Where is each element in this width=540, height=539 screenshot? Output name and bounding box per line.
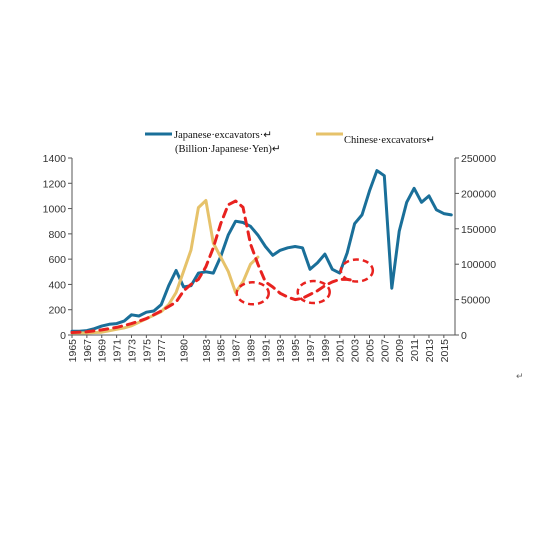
x-tick-label: 1987 xyxy=(231,339,243,363)
x-tick-label: 2015 xyxy=(439,339,451,363)
x-tick-label: 1971 xyxy=(112,339,124,363)
x-tick-label: 2013 xyxy=(424,339,436,363)
annotation-ellipse xyxy=(235,281,270,306)
left-tick-label: 600 xyxy=(48,254,66,266)
x-tick-label: 1980 xyxy=(179,339,191,363)
right-tick-label: 200000 xyxy=(461,188,496,200)
left-tick-label: 200 xyxy=(48,305,66,317)
x-tick-label: 1975 xyxy=(141,339,153,363)
x-tick-label: 1983 xyxy=(201,339,213,363)
annotations xyxy=(235,258,375,306)
left-tick-label: 1200 xyxy=(43,178,67,190)
x-tick-label: 1991 xyxy=(260,339,272,363)
japanese-excavators-line xyxy=(70,169,453,333)
right-tick-label: 250000 xyxy=(461,153,496,165)
x-tick-label: 2009 xyxy=(394,339,406,363)
left-tick-label: 800 xyxy=(48,229,66,241)
x-tick-label: 1997 xyxy=(305,339,317,363)
chinese-excavators-line xyxy=(70,199,260,335)
red-dashed-trend-line xyxy=(70,199,357,334)
left-tick-label: 0 xyxy=(60,330,66,342)
legend-japanese-sublabel: (Billion·Japanese·Yen)↵ xyxy=(175,144,281,155)
x-tick-label: 1999 xyxy=(320,339,332,363)
right-tick-label: 50000 xyxy=(461,295,490,307)
left-tick-label: 400 xyxy=(48,279,66,291)
x-tick-label: 2005 xyxy=(364,339,376,363)
right-axis-ticks: 0 50000 100000 150000 200000 250000 xyxy=(455,153,496,342)
x-tick-label: 2001 xyxy=(335,339,347,363)
x-tick-label: 1985 xyxy=(216,339,228,363)
annotation-ellipse xyxy=(296,279,331,305)
right-tick-label: 150000 xyxy=(461,224,496,236)
x-tick-label: 1989 xyxy=(245,339,257,363)
left-axis-ticks: 0 200 400 600 800 1000 1200 1400 xyxy=(43,153,72,342)
legend-chinese-label: Chinese·excavators↵ xyxy=(344,135,435,146)
x-tick-label: 1969 xyxy=(97,339,109,363)
right-tick-label: 100000 xyxy=(461,259,496,271)
left-tick-label: 1000 xyxy=(43,204,67,216)
axes xyxy=(71,158,456,336)
corner-mark: ↵ xyxy=(516,371,524,381)
left-tick-label: 1400 xyxy=(43,153,67,165)
x-tick-label: 2011 xyxy=(409,339,421,362)
x-tick-label: 1967 xyxy=(82,339,94,363)
x-axis-ticks: 1965 1967 1969 1971 1973 1975 1977 1980 1983 1985… xyxy=(67,335,451,362)
x-tick-label: 1977 xyxy=(156,339,168,363)
x-tick-label: 1965 xyxy=(67,339,79,363)
x-tick-label: 1973 xyxy=(126,339,138,363)
x-tick-label: 1995 xyxy=(290,339,302,363)
legend: Japanese·excavators·↵ (Billion·Japanese·… xyxy=(145,130,435,155)
x-tick-label: 2007 xyxy=(379,339,391,363)
series-layer xyxy=(70,169,453,335)
legend-japanese-label: Japanese·excavators·↵ xyxy=(174,130,272,141)
right-tick-label: 0 xyxy=(461,330,467,342)
annotation-ellipse xyxy=(339,258,375,283)
x-tick-label: 2003 xyxy=(350,339,362,363)
x-tick-label: 1993 xyxy=(275,339,287,363)
